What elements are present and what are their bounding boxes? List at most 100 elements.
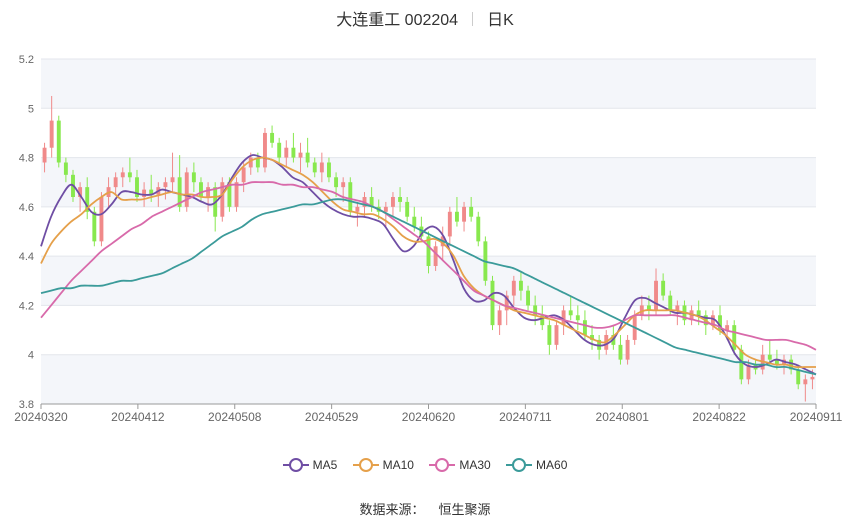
candle-body [490, 280, 495, 326]
candle-body [462, 206, 467, 222]
chart-title-bar: 大连重工 002204 日K [0, 6, 850, 30]
candle-body [263, 132, 267, 168]
y-tick-label: 4.4 [19, 251, 34, 263]
x-tick-label: 20240508 [208, 410, 262, 424]
candle-body [355, 206, 360, 212]
candle-body [789, 359, 794, 370]
legend-item-ma30[interactable]: MA30 [429, 458, 491, 472]
y-tick-label: 3.8 [19, 399, 34, 411]
candle-body [142, 189, 147, 197]
candle-body [227, 182, 232, 207]
candle-body [49, 120, 54, 148]
candle-body [327, 162, 331, 178]
candle-body [639, 305, 644, 316]
series-line-ma30 [40, 181, 817, 351]
period-label[interactable]: 日K [487, 12, 514, 29]
candle-body [241, 167, 246, 183]
candle-body [447, 211, 452, 237]
x-tick-label: 20240529 [305, 410, 359, 424]
candle-body [582, 320, 587, 335]
candle-body [718, 315, 722, 331]
x-tick-label: 20240822 [692, 410, 746, 424]
grid-band [41, 354, 816, 404]
candle-body [540, 315, 545, 326]
series-line-ma10 [40, 156, 816, 369]
y-tick-label: 4.2 [19, 300, 34, 312]
candle-body [646, 305, 651, 311]
candle-body [526, 290, 530, 306]
candle-body [675, 305, 680, 311]
candle-body [810, 376, 815, 380]
y-tick-label: 5.2 [19, 54, 34, 66]
legend: MA5 MA10 MA30 MA60 [0, 458, 850, 475]
candle-body [298, 152, 303, 158]
candle-body [661, 280, 666, 296]
candle-body [710, 315, 715, 326]
candle-body [547, 325, 552, 345]
candle-body [78, 187, 83, 197]
candle-body [796, 369, 801, 385]
candle-body [419, 226, 424, 237]
candle-body [696, 310, 701, 316]
candle-body [341, 182, 346, 188]
legend-label-ma10: MA10 [382, 458, 414, 472]
y-tick-label: 4 [28, 350, 34, 362]
candle-body [319, 162, 324, 173]
candle-body [497, 310, 502, 326]
candle-body [383, 206, 388, 212]
candle-body [149, 189, 154, 195]
candle-body [99, 197, 104, 242]
candle-body [369, 197, 374, 207]
candle-body [405, 201, 410, 217]
candle-body [277, 142, 282, 158]
candle-body [248, 157, 253, 168]
x-tick-label: 20240412 [111, 410, 165, 424]
y-tick-label: 5 [28, 103, 34, 115]
x-tick-label: 20240711 [499, 410, 552, 424]
chart-title: 大连重工 002204 [336, 12, 459, 29]
x-tick-label: 20240911 [790, 410, 843, 424]
source-value: 恒生聚源 [438, 502, 491, 517]
legend-swatch-ma5 [282, 458, 309, 472]
candle-body [85, 187, 90, 212]
candle-body [191, 172, 196, 183]
candle-body [177, 177, 182, 207]
candle-body [561, 310, 566, 326]
title-separator [472, 12, 474, 26]
legend-swatch-ma30 [429, 458, 456, 472]
candle-body [689, 310, 694, 321]
legend-item-ma60[interactable]: MA60 [506, 458, 567, 472]
x-tick-label: 20240801 [596, 410, 650, 424]
candle-body [312, 162, 317, 173]
candle-body [454, 211, 459, 222]
candle-body [199, 182, 203, 197]
x-tick-label: 20240320 [14, 410, 68, 424]
legend-item-ma10[interactable]: MA10 [352, 458, 414, 472]
legend-swatch-ma60 [506, 458, 533, 472]
candle-body [533, 305, 538, 316]
legend-label-ma30: MA30 [459, 458, 491, 472]
candle-body [42, 147, 47, 163]
candle-body [625, 339, 630, 360]
candle-body [732, 325, 737, 350]
candle-body [504, 295, 509, 311]
candle-body [56, 120, 61, 163]
candle-body [746, 364, 751, 380]
candle-body [334, 177, 339, 188]
candle-body [63, 162, 68, 175]
candle-body [348, 182, 353, 212]
legend-swatch-ma10 [352, 458, 379, 472]
candle-body [518, 280, 523, 291]
candle-body [170, 177, 175, 183]
y-tick-label: 4.8 [19, 153, 34, 165]
candle-body [305, 152, 310, 163]
candle-body [433, 246, 438, 266]
grid-band [41, 59, 816, 109]
legend-label-ma5: MA5 [312, 458, 338, 472]
candle-body [120, 172, 125, 178]
legend-item-ma5[interactable]: MA5 [282, 458, 338, 472]
candle-body [575, 315, 580, 321]
candle-body [113, 177, 118, 188]
candle-body [476, 216, 481, 242]
y-tick-label: 4.6 [19, 202, 34, 214]
